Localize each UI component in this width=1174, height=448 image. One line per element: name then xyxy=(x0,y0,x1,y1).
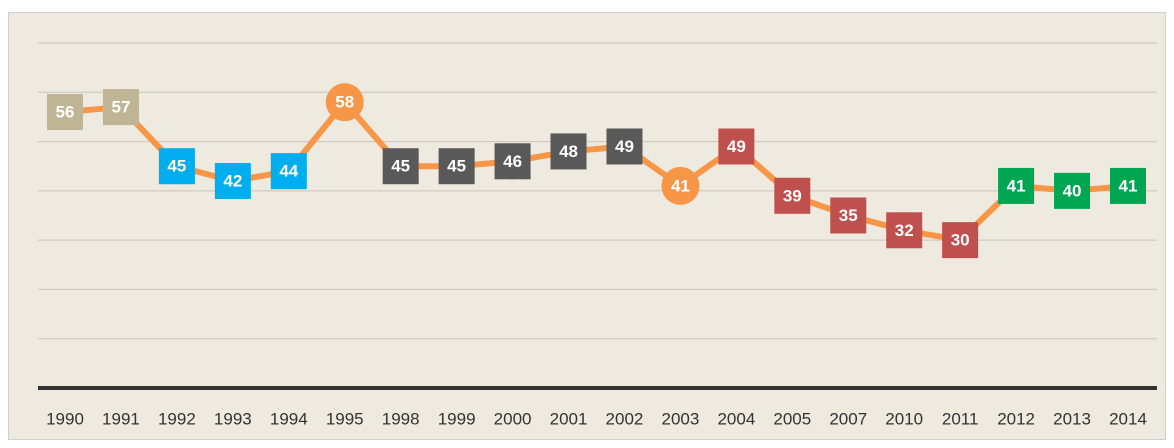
x-tick-label: 1992 xyxy=(158,409,196,428)
x-tick-label: 1995 xyxy=(326,409,364,428)
x-tick-label: 2011 xyxy=(942,409,979,428)
x-tick-label: 2013 xyxy=(1053,409,1091,428)
marker-square xyxy=(158,148,195,185)
x-tick-label: 1990 xyxy=(46,409,84,428)
x-tick-label: 1991 xyxy=(102,409,140,428)
data-label: 45 xyxy=(447,157,466,176)
marker-square xyxy=(494,143,531,180)
marker-square xyxy=(270,153,307,190)
x-tick-label: 1993 xyxy=(214,409,252,428)
chart-frame xyxy=(8,12,1166,440)
data-label: 30 xyxy=(951,231,970,250)
data-label: 44 xyxy=(279,162,298,181)
x-tick-label: 2007 xyxy=(829,409,867,428)
marker-square xyxy=(382,148,419,185)
data-label: 41 xyxy=(1119,176,1138,195)
x-tick-label: 2002 xyxy=(606,409,644,428)
x-tick-label: 2012 xyxy=(997,409,1035,428)
marker-square xyxy=(718,128,755,165)
data-label: 57 xyxy=(111,98,130,117)
data-label: 58 xyxy=(335,93,354,112)
data-label: 40 xyxy=(1063,181,1082,200)
x-tick-label: 2014 xyxy=(1109,409,1147,428)
data-label: 41 xyxy=(1007,176,1026,195)
x-tick-label: 2010 xyxy=(885,409,923,428)
data-label: 46 xyxy=(503,152,522,171)
data-label: 35 xyxy=(839,206,858,225)
x-tick-label: 1999 xyxy=(438,409,476,428)
marker-square xyxy=(942,222,979,259)
data-label: 39 xyxy=(783,186,802,205)
marker-square xyxy=(1054,172,1091,209)
marker-square xyxy=(550,133,587,170)
data-label: 45 xyxy=(167,157,186,176)
marker-square xyxy=(102,89,139,126)
marker-circle xyxy=(661,166,700,205)
x-tick-label: 2000 xyxy=(494,409,532,428)
data-label: 49 xyxy=(615,137,634,156)
x-tick-label: 1994 xyxy=(270,409,308,428)
x-tick-label: 2003 xyxy=(662,409,700,428)
x-tick-label: 2001 xyxy=(550,409,588,428)
marker-circle xyxy=(325,83,364,122)
marker-square xyxy=(1110,167,1146,204)
data-label: 45 xyxy=(391,157,410,176)
data-label: 41 xyxy=(671,176,690,195)
marker-square xyxy=(606,128,643,165)
data-label: 42 xyxy=(223,171,242,190)
marker-square xyxy=(998,167,1035,204)
marker-square xyxy=(830,197,867,234)
x-tick-label: 2004 xyxy=(717,409,755,428)
data-label: 56 xyxy=(56,102,75,121)
marker-square xyxy=(214,163,251,199)
marker-square xyxy=(886,212,923,249)
data-label: 48 xyxy=(559,142,578,161)
marker-square xyxy=(774,177,811,214)
x-tick-label: 2005 xyxy=(773,409,811,428)
data-label: 49 xyxy=(727,137,746,156)
marker-square xyxy=(47,94,83,130)
data-label: 32 xyxy=(895,221,914,240)
x-tick-label: 1998 xyxy=(382,409,420,428)
marker-square xyxy=(438,148,475,185)
